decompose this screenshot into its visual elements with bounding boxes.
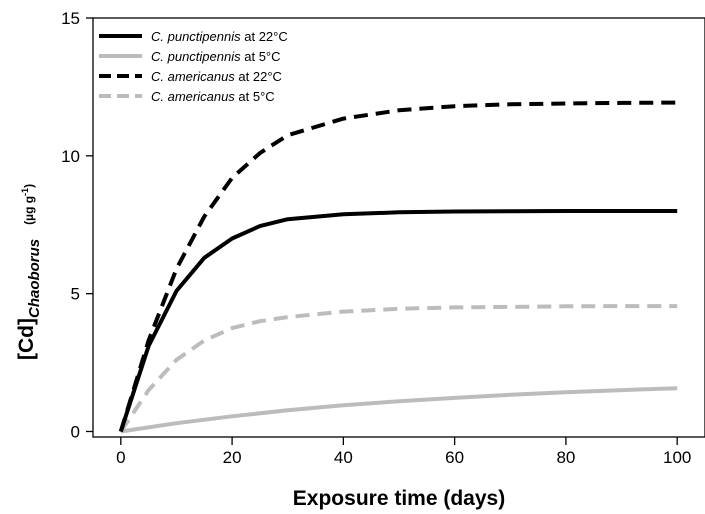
series-line-3 (119, 304, 678, 433)
series-layer (118, 100, 678, 434)
y-axis-title-unit-close: ) (22, 184, 36, 188)
legend-species: C. punctipennis (151, 49, 241, 64)
legend-label-1: C. punctipennis at 5°C (151, 49, 281, 64)
legend-temperature: at 22°C (235, 69, 282, 84)
legend-label-0: C. punctipennis at 22°C (151, 29, 288, 44)
series-line-2 (118, 100, 678, 433)
ticks-layer: 0 20 40 60 80 100 0 5 10 15 (61, 9, 691, 467)
y-axis-title-unit-sup: -1 (20, 188, 30, 196)
x-tick-label: 0 (116, 448, 125, 467)
y-axis-title-main: [Cd] (15, 318, 38, 360)
legend-species: C. americanus (151, 89, 235, 104)
legend-temperature: at 22°C (241, 29, 288, 44)
svg-text:[Cd]Chaoborus(µg g-1): [Cd]Chaoborus (µg g-1) (15, 184, 43, 360)
x-tick-label: 60 (445, 448, 464, 467)
x-tick-label: 40 (334, 448, 353, 467)
legend-label-3: C. americanus at 5°C (151, 89, 275, 104)
y-axis-title-unit: (µg g (22, 196, 36, 225)
x-tick-label: 20 (223, 448, 242, 467)
y-axis-title-subscript: Chaoborus (26, 239, 43, 318)
y-tick-label: 15 (61, 9, 80, 28)
legend-species: C. americanus (151, 69, 235, 84)
legend-temperature: at 5°C (235, 89, 275, 104)
plot-frame (92, 17, 705, 438)
y-tick-label: 10 (61, 147, 80, 166)
y-tick-label: 0 (71, 422, 80, 441)
y-axis-title: [Cd]Chaoborus (µg g-1) (15, 184, 43, 360)
x-tick-label: 80 (556, 448, 575, 467)
series-line-0 (118, 209, 678, 433)
x-axis-title: Exposure time (days) (293, 487, 505, 510)
series-line-1 (120, 386, 678, 434)
x-tick-label: 100 (663, 448, 691, 467)
legend: C. punctipennis at 22°CC. punctipennis a… (99, 29, 288, 104)
legend-temperature: at 5°C (241, 49, 281, 64)
legend-species: C. punctipennis (151, 29, 241, 44)
y-tick-label: 5 (71, 285, 80, 304)
legend-label-2: C. americanus at 22°C (151, 69, 282, 84)
